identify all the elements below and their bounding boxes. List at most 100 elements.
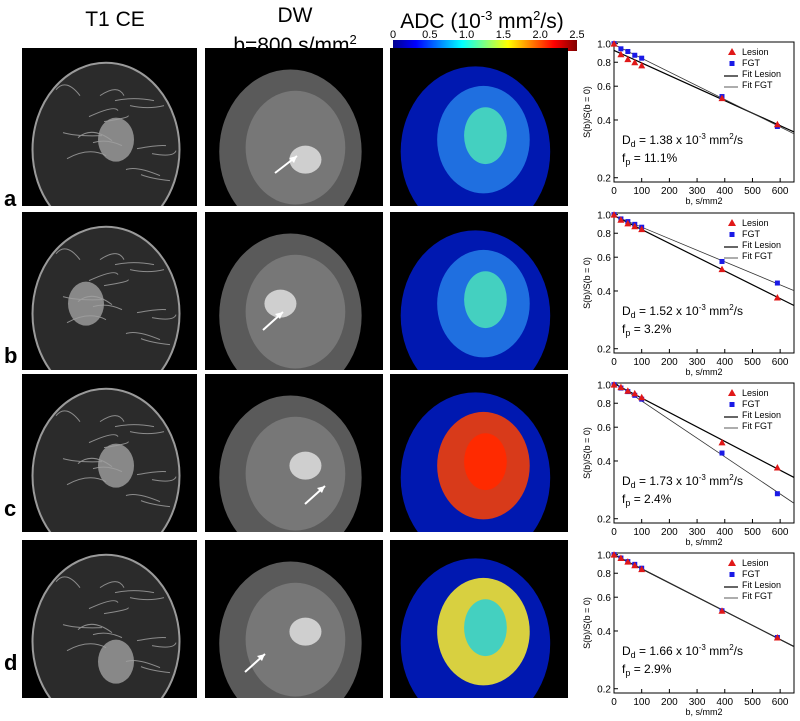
lesion-point <box>624 387 632 394</box>
legend-entry: Fit Lesion <box>742 580 781 590</box>
t1-title: T1 CE <box>85 8 145 31</box>
x-tick-label: 300 <box>689 186 706 197</box>
plot-c: 1.0 0.8 0.6 0.4 0.2 0 100 200 300 400 500 600 b, s/m… <box>582 375 800 547</box>
y-axis-label: S(b)/S(b = 0) <box>582 427 592 479</box>
legend-entry: FGT <box>742 229 760 239</box>
fgt-point <box>639 55 645 61</box>
x-tick-label: 300 <box>689 357 706 368</box>
colorbar-gradient <box>393 40 577 51</box>
legend-entry: Lesion <box>742 47 769 57</box>
x-tick-label: 500 <box>744 357 761 368</box>
legend-entry: Fit Lesion <box>742 69 781 79</box>
y-tick-label: 0.2 <box>597 174 611 185</box>
lesion-point <box>617 216 625 223</box>
y-tick-label: 0.2 <box>597 515 611 526</box>
plot-d: 1.0 0.8 0.6 0.4 0.2 0 100 200 300 400 500 600 b, s/m… <box>582 545 800 717</box>
y-axis-label: S(b)/S(b = 0) <box>582 597 592 649</box>
dw-image-row-b <box>205 212 383 370</box>
fgt-point <box>632 52 638 58</box>
legend-entry: Fit FGT <box>742 251 773 261</box>
dd-annotation: Dd = 1.66 x 10-3 mm2/s <box>622 643 743 660</box>
plot-frame <box>613 212 795 354</box>
x-tick-label: 400 <box>716 357 733 368</box>
header-t1: T1 CE <box>40 8 190 32</box>
fgt-point <box>625 49 631 55</box>
plot-b: 1.0 0.8 0.6 0.4 0.2 0 100 200 300 400 500 600 b, s/m… <box>582 205 800 377</box>
x-tick-label: 600 <box>772 186 789 197</box>
adc-image-row-b <box>390 212 568 370</box>
fgt-point <box>719 258 725 264</box>
lesion-point <box>610 40 618 47</box>
lesion-point <box>631 222 639 230</box>
y-tick-label: 0.4 <box>597 627 611 638</box>
lesion-point <box>624 219 632 227</box>
row-label-c: c <box>4 496 17 521</box>
x-tick-label: 300 <box>689 527 706 538</box>
colorbar-tick: 1.5 <box>496 29 511 41</box>
lesion-point <box>718 607 726 614</box>
legend-lesion-marker <box>728 559 736 566</box>
lesion-point <box>631 389 639 397</box>
lesion-point <box>638 225 646 233</box>
x-tick-label: 100 <box>633 527 650 538</box>
y-tick-label: 1.0 <box>597 211 611 222</box>
colorbar-tick: 1.0 <box>459 29 474 41</box>
x-tick-label: 200 <box>661 186 678 197</box>
lesion-point <box>617 383 625 391</box>
plot-frame <box>613 382 795 524</box>
y-tick-label: 0.6 <box>597 82 611 93</box>
adc-image-row-d <box>390 540 568 698</box>
lesion-point <box>631 58 639 66</box>
legend-entry: Fit FGT <box>742 591 773 601</box>
lesion-point <box>773 120 781 128</box>
lesion-point <box>624 55 632 63</box>
y-axis-label: S(b)/S(b = 0) <box>582 257 592 309</box>
legend-entry: Fit Lesion <box>742 410 781 420</box>
lesion-point <box>718 438 726 446</box>
x-tick-label: 100 <box>633 186 650 197</box>
legend-lesion-marker <box>728 48 736 55</box>
row-label-d: d <box>4 650 18 675</box>
row-label-b: b <box>4 343 18 368</box>
lesion-point <box>773 633 781 641</box>
lesion-point <box>631 561 639 569</box>
legend-lesion-marker <box>728 389 736 396</box>
t1-image-row-c <box>22 374 197 532</box>
x-tick-label: 400 <box>716 186 733 197</box>
y-tick-label: 0.4 <box>597 457 611 468</box>
legend-fgt-marker <box>729 572 735 577</box>
plot-a: 1.0 0.8 0.6 0.4 0.2 0 100 200 300 400 500 600 b, s/m… <box>582 34 800 206</box>
legend-fgt-marker <box>729 61 735 66</box>
legend-entry: FGT <box>742 569 760 579</box>
fit-lesion-line <box>613 49 795 133</box>
legend-entry: Lesion <box>742 388 769 398</box>
x-tick-label: 600 <box>772 357 789 368</box>
y-tick-label: 1.0 <box>597 381 611 392</box>
lesion-point <box>638 565 646 573</box>
x-tick-label: 500 <box>744 186 761 197</box>
lesion-point <box>610 551 618 558</box>
legend-entry: Fit FGT <box>742 421 773 431</box>
plot-frame <box>613 41 795 183</box>
x-axis-label: b, s/mm2 <box>685 367 722 377</box>
x-tick-label: 0 <box>611 527 617 538</box>
x-tick-label: 500 <box>744 697 761 708</box>
legend-entry: FGT <box>742 58 760 68</box>
y-tick-label: 0.4 <box>597 116 611 127</box>
y-tick-label: 0.8 <box>597 58 611 69</box>
dd-annotation: Dd = 1.38 x 10-3 mm2/s <box>622 132 743 149</box>
y-tick-label: 0.8 <box>597 569 611 580</box>
lesion-point <box>718 265 726 273</box>
plot-frame <box>613 552 795 694</box>
legend-entry: Lesion <box>742 218 769 228</box>
legend-entry: Fit Lesion <box>742 240 781 250</box>
lesion-point <box>773 463 781 471</box>
fp-annotation: fp = 2.4% <box>622 492 672 508</box>
y-tick-label: 0.6 <box>597 423 611 434</box>
fgt-point <box>774 280 780 286</box>
colorbar-tick: 2.0 <box>533 29 548 41</box>
legend-entry: FGT <box>742 399 760 409</box>
x-tick-label: 400 <box>716 527 733 538</box>
adc-image-row-c <box>390 374 568 532</box>
y-tick-label: 0.2 <box>597 345 611 356</box>
